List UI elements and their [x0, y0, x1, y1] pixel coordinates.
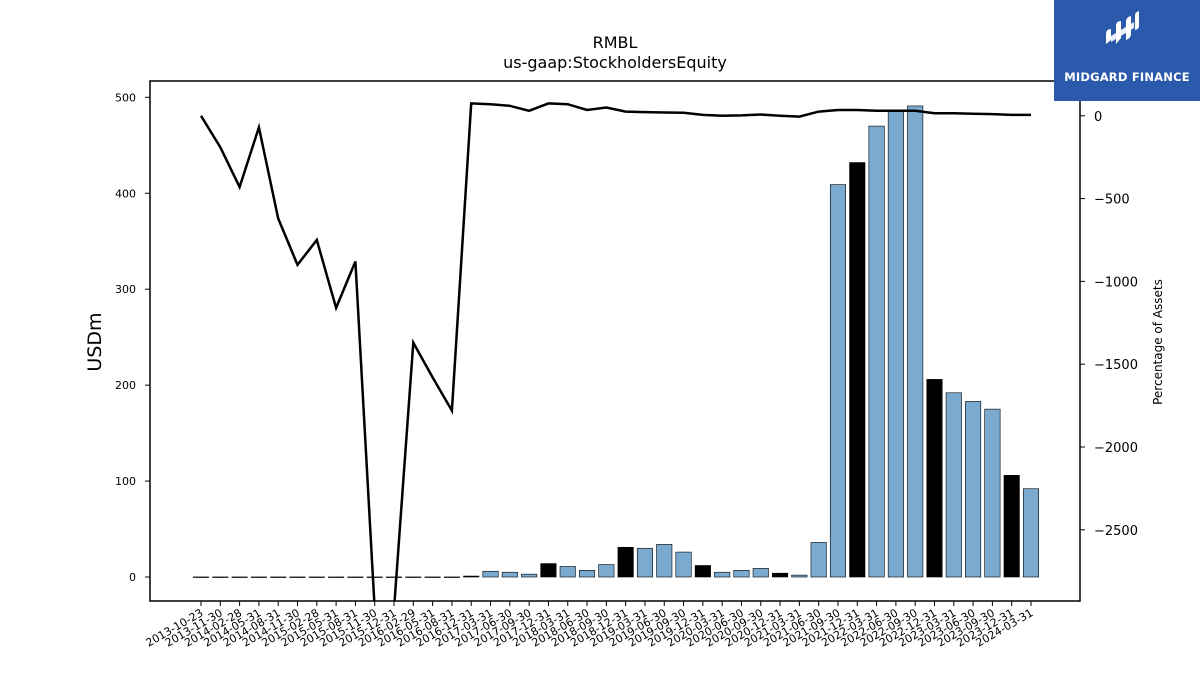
- bar: [849, 162, 866, 578]
- bar: [386, 576, 403, 578]
- bar: [424, 576, 441, 578]
- bar: [521, 573, 538, 578]
- bar: [752, 568, 769, 578]
- bar: [231, 576, 248, 578]
- bar: [675, 551, 692, 578]
- y-right-tick-label: −1500: [1094, 358, 1138, 373]
- bar: [579, 569, 596, 578]
- bar: [926, 379, 943, 578]
- bar: [289, 576, 306, 578]
- bar: [1003, 475, 1020, 578]
- bar: [328, 576, 345, 578]
- bar: [868, 125, 885, 578]
- y-right-tick-label: −500: [1094, 193, 1130, 208]
- bar: [907, 105, 924, 578]
- bar: [1022, 488, 1040, 578]
- bar: [636, 547, 653, 578]
- y-right-tick-label: −1000: [1094, 275, 1138, 290]
- bar: [482, 570, 499, 578]
- bar: [270, 576, 287, 578]
- bar: [772, 572, 789, 578]
- bar: [714, 571, 731, 578]
- bar: [212, 576, 229, 578]
- bar: [810, 542, 827, 578]
- bar: [656, 544, 673, 578]
- bar: [308, 576, 325, 578]
- bar: [366, 576, 383, 578]
- bar: [463, 575, 480, 578]
- bar: [192, 576, 210, 578]
- plot-frame: [149, 80, 1081, 602]
- y-right-tick-label: −2000: [1094, 441, 1138, 456]
- bar: [250, 576, 267, 578]
- bar: [733, 569, 750, 578]
- y-axis-right: 0 −500 −1000 −1500 −2000 −2500: [1080, 110, 1138, 539]
- y-tick-label: 200: [115, 379, 136, 392]
- bar-group: [192, 105, 1040, 578]
- y-axis-left: 0 100 200 300 400 500: [115, 91, 150, 584]
- bar: [829, 184, 846, 578]
- y-right-tick-label: −2500: [1094, 524, 1138, 539]
- bar: [945, 392, 962, 578]
- bar: [617, 546, 634, 578]
- y-axis-right-label: Percentage of Assets: [1151, 279, 1165, 405]
- bar: [540, 563, 557, 578]
- bar: [559, 566, 576, 578]
- y-tick-label: 500: [115, 91, 136, 104]
- bar: [598, 564, 615, 578]
- line-series: [199, 102, 1031, 601]
- bar: [694, 565, 711, 578]
- chart-subtitle: us-gaap:StockholdersEquity: [503, 53, 727, 72]
- bar: [791, 574, 808, 578]
- chart-title: RMBL: [593, 33, 638, 52]
- y-right-tick-label: 0: [1094, 110, 1102, 125]
- bar: [443, 576, 460, 578]
- y-axis-label: USDm: [84, 312, 106, 371]
- bar: [405, 576, 422, 578]
- bar: [347, 576, 364, 578]
- bar: [965, 401, 982, 578]
- midgard-logo: MIDGARD FINANCE: [1054, 0, 1200, 101]
- bar: [887, 110, 904, 578]
- midgard-logo-icon: [1106, 11, 1139, 44]
- x-axis: 2013-10-232013-11-302014-02-282014-05-31…: [144, 601, 1036, 650]
- bar: [984, 408, 1001, 578]
- y-tick-label: 100: [115, 475, 136, 488]
- logo-text: MIDGARD FINANCE: [1064, 70, 1190, 84]
- y-tick-label: 400: [115, 187, 136, 200]
- y-tick-label: 0: [129, 571, 136, 584]
- line-group: [199, 102, 1031, 601]
- y-tick-label: 300: [115, 283, 136, 296]
- bar: [501, 571, 518, 578]
